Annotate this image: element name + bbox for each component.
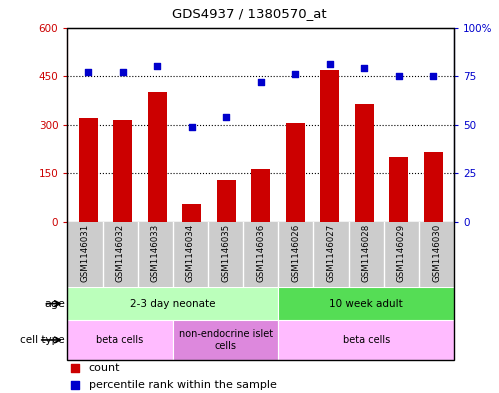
- Point: [326, 61, 334, 68]
- Text: cell type: cell type: [20, 335, 65, 345]
- Point: [360, 65, 368, 72]
- Text: GDS4937 / 1380570_at: GDS4937 / 1380570_at: [172, 7, 327, 20]
- Bar: [78, 118, 98, 222]
- Point: [71, 365, 79, 371]
- Text: GSM1146031: GSM1146031: [80, 224, 89, 282]
- Point: [71, 381, 79, 387]
- Text: GSM1146035: GSM1146035: [221, 224, 230, 282]
- Text: GSM1146027: GSM1146027: [326, 224, 335, 282]
- Bar: [278, 320, 454, 360]
- Point: [429, 73, 437, 79]
- Text: 2-3 day neonate: 2-3 day neonate: [130, 299, 216, 309]
- Point: [188, 123, 196, 130]
- Bar: [286, 123, 305, 222]
- Bar: [251, 169, 270, 222]
- Text: GSM1146036: GSM1146036: [256, 224, 265, 282]
- Text: GSM1146034: GSM1146034: [186, 224, 195, 282]
- Text: percentile rank within the sample: percentile rank within the sample: [89, 380, 276, 389]
- Bar: [389, 157, 408, 222]
- Text: GSM1146030: GSM1146030: [432, 224, 441, 282]
- Text: 10 week adult: 10 week adult: [329, 299, 403, 309]
- Text: GSM1146026: GSM1146026: [291, 224, 300, 282]
- Bar: [173, 320, 278, 360]
- Bar: [217, 180, 236, 222]
- Text: non-endocrine islet
cells: non-endocrine islet cells: [179, 329, 272, 351]
- Bar: [182, 204, 201, 222]
- Point: [291, 71, 299, 77]
- Text: GSM1146032: GSM1146032: [116, 224, 125, 282]
- Text: count: count: [89, 363, 120, 373]
- Text: beta cells: beta cells: [343, 335, 390, 345]
- Point: [153, 63, 161, 70]
- Point: [395, 73, 403, 79]
- Text: GSM1146033: GSM1146033: [151, 224, 160, 282]
- Text: beta cells: beta cells: [96, 335, 144, 345]
- Text: GSM1146028: GSM1146028: [362, 224, 371, 282]
- Bar: [67, 320, 173, 360]
- Bar: [355, 104, 374, 222]
- Bar: [148, 92, 167, 222]
- Bar: [67, 287, 278, 320]
- Point: [119, 69, 127, 75]
- Bar: [278, 287, 454, 320]
- Text: age: age: [44, 299, 65, 309]
- Bar: [424, 152, 443, 222]
- Bar: [113, 120, 132, 222]
- Bar: [320, 70, 339, 222]
- Point: [84, 69, 92, 75]
- Point: [222, 114, 230, 120]
- Text: GSM1146029: GSM1146029: [397, 224, 406, 282]
- Point: [256, 79, 264, 85]
